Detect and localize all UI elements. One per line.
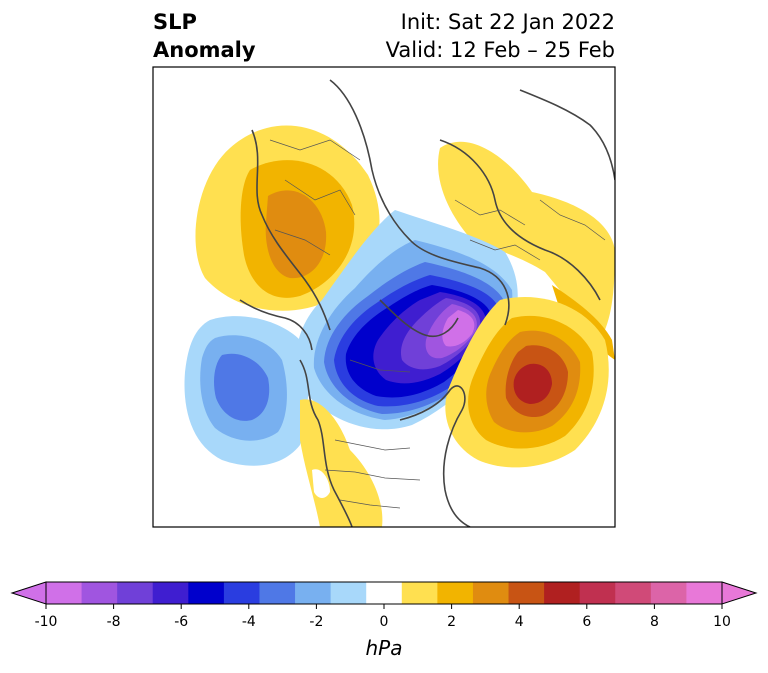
coastlines — [239, 79, 615, 527]
colorbar-tick-label: 2 — [447, 614, 456, 630]
colorbar-swatch — [295, 582, 332, 604]
colorbar-swatch — [508, 582, 545, 604]
init-date: Init: Sat 22 Jan 2022 — [400, 10, 615, 34]
colorbar-unit-label: hPa — [365, 636, 403, 660]
negative-anomaly-north-pacific — [184, 316, 309, 466]
colorbar-tick-label: 6 — [582, 614, 591, 630]
colorbar-swatch — [223, 582, 260, 604]
colorbar: -10 -8 -6 -4 -2 0 2 4 6 8 10 — [10, 581, 758, 630]
colorbar-tick-label: -10 — [35, 614, 58, 630]
colorbar-tick-label: 4 — [515, 614, 524, 630]
field-type: Anomaly — [153, 38, 256, 62]
colorbar-tick-label: -4 — [242, 614, 256, 630]
colorbar-swatch — [81, 582, 118, 604]
colorbar-swatch — [615, 582, 652, 604]
colorbar-swatch — [650, 582, 687, 604]
colorbar-tick-label: -8 — [107, 614, 121, 630]
colorbar-tick-label: -6 — [174, 614, 188, 630]
colorbar-swatch — [259, 582, 296, 604]
colorbar-swatch — [330, 582, 367, 604]
political-borders — [269, 139, 606, 509]
map-frame — [152, 66, 616, 528]
colorbar-swatch — [188, 582, 225, 604]
positive-anomaly-siberia — [195, 125, 380, 311]
colorbar-swatch — [46, 582, 83, 604]
colorbar-tick-label: 10 — [713, 614, 731, 630]
colorbar-swatch — [472, 582, 510, 604]
colorbar-swatch — [544, 582, 581, 604]
positive-anomaly-north-atlantic — [445, 296, 609, 468]
negative-anomaly-arctic-canada — [296, 210, 518, 430]
colorbar-extend-min — [10, 581, 47, 605]
colorbar-tick-label: 8 — [650, 614, 659, 630]
field-name: SLP — [153, 10, 197, 34]
valid-range: Valid: 12 Feb – 25 Feb — [385, 38, 615, 62]
colorbar-swatch — [579, 582, 616, 604]
map-title-right: Init: Sat 22 Jan 2022 Valid: 12 Feb – 25… — [386, 8, 615, 64]
map-title-left: SLP Anomaly — [153, 8, 256, 64]
colorbar-swatch — [437, 582, 474, 604]
colorbar-swatch — [401, 582, 438, 604]
map-panel — [153, 67, 615, 527]
colorbar-extend-max — [721, 581, 758, 605]
colorbar-swatch — [686, 582, 723, 604]
colorbar-swatch — [366, 582, 403, 604]
colorbar-swatch — [152, 582, 189, 604]
colorbar-tick-label: -2 — [309, 614, 323, 630]
colorbar-tick-label: 0 — [380, 614, 389, 630]
colorbar-swatch — [117, 582, 154, 604]
